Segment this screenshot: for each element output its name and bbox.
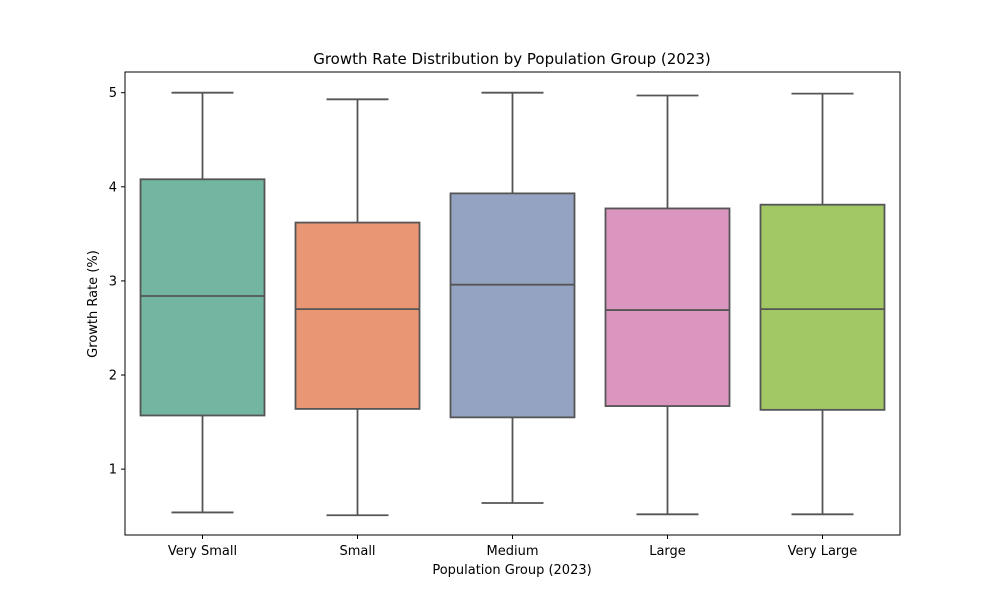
plot-area xyxy=(139,91,886,517)
x-tick-label: Very Large xyxy=(788,544,858,559)
box-group xyxy=(449,91,576,504)
y-axis-label: Growth Rate (%) xyxy=(86,250,101,358)
iqr-box xyxy=(294,221,421,410)
y-tick-label: 2 xyxy=(109,369,117,384)
iqr-box xyxy=(759,203,886,411)
x-tick-label: Large xyxy=(649,544,686,559)
chart-title: Growth Rate Distribution by Population G… xyxy=(313,50,711,68)
iqr-box xyxy=(139,178,266,417)
x-tick-label: Small xyxy=(339,544,375,559)
box-group xyxy=(604,94,731,516)
y-tick-label: 1 xyxy=(109,463,117,478)
box-group xyxy=(294,98,421,517)
box-group xyxy=(759,92,886,516)
y-tick-label: 4 xyxy=(109,180,117,195)
x-tick-label: Very Small xyxy=(168,544,237,559)
x-axis-label: Population Group (2023) xyxy=(432,563,591,578)
y-axis: 1 2 3 4 5 xyxy=(109,86,125,478)
x-axis: Very Small Small Medium Large Very Large xyxy=(168,535,857,559)
box-group xyxy=(139,91,266,514)
y-tick-label: 5 xyxy=(109,86,117,101)
iqr-box xyxy=(604,207,731,407)
y-tick-label: 3 xyxy=(109,274,117,289)
iqr-box xyxy=(449,192,576,419)
x-tick-label: Medium xyxy=(487,544,539,559)
